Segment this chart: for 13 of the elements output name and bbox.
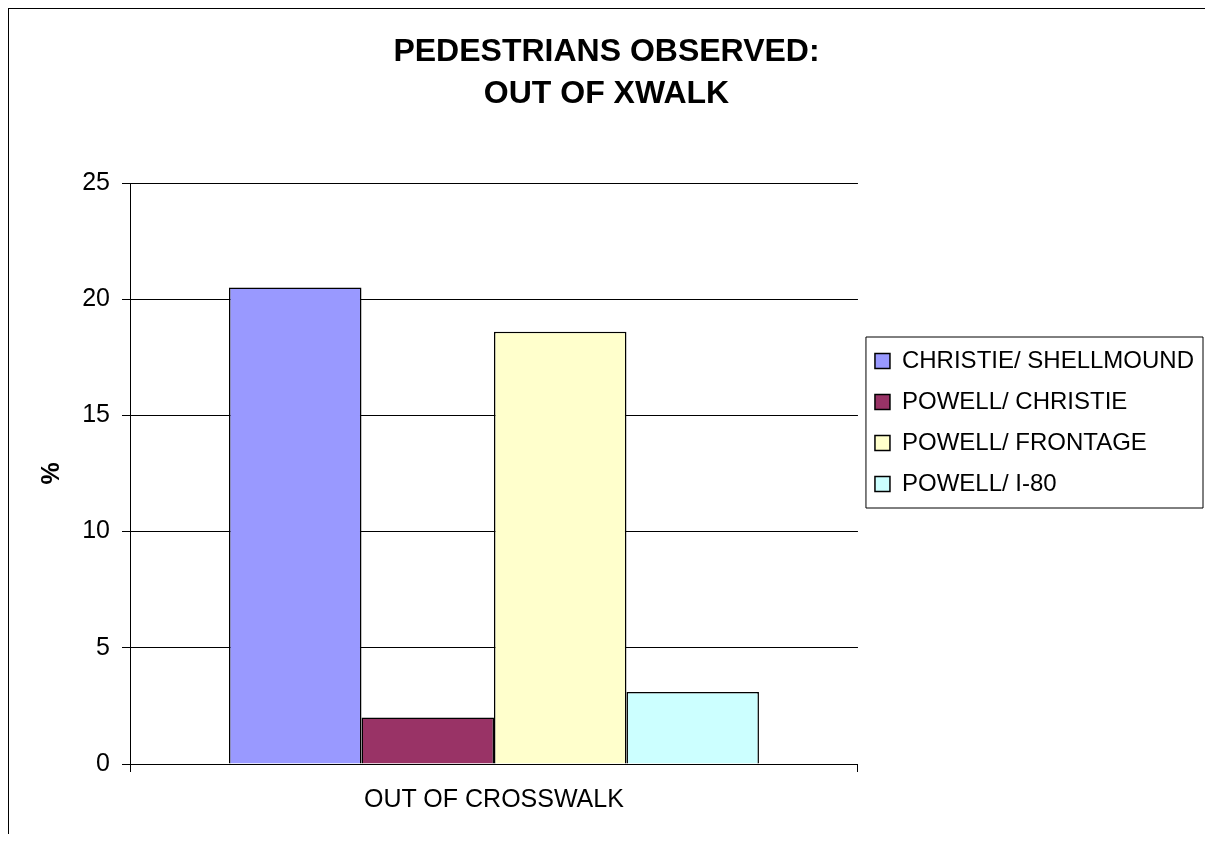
legend-label: CHRISTIE/ SHELLMOUND	[901, 345, 1194, 373]
y-tick-label: 0	[96, 747, 110, 776]
y-axis-title: %	[35, 462, 64, 485]
legend-label: POWELL/ CHRISTIE	[901, 386, 1128, 414]
legend-label: POWELL/ FRONTAGE	[901, 427, 1147, 455]
y-tick-label: 5	[96, 631, 110, 660]
y-tick-label: 25	[82, 166, 110, 195]
x-tick-label: OUT OF CROSSWALK	[364, 783, 625, 812]
y-tick-label: 10	[82, 515, 110, 544]
y-tick-label: 15	[82, 399, 110, 428]
legend-label: POWELL/ I-80	[901, 468, 1057, 496]
y-tick-label: 20	[82, 283, 110, 312]
chart-title: PEDESTRIANS OBSERVED: OUT OF XWALK	[393, 31, 820, 110]
